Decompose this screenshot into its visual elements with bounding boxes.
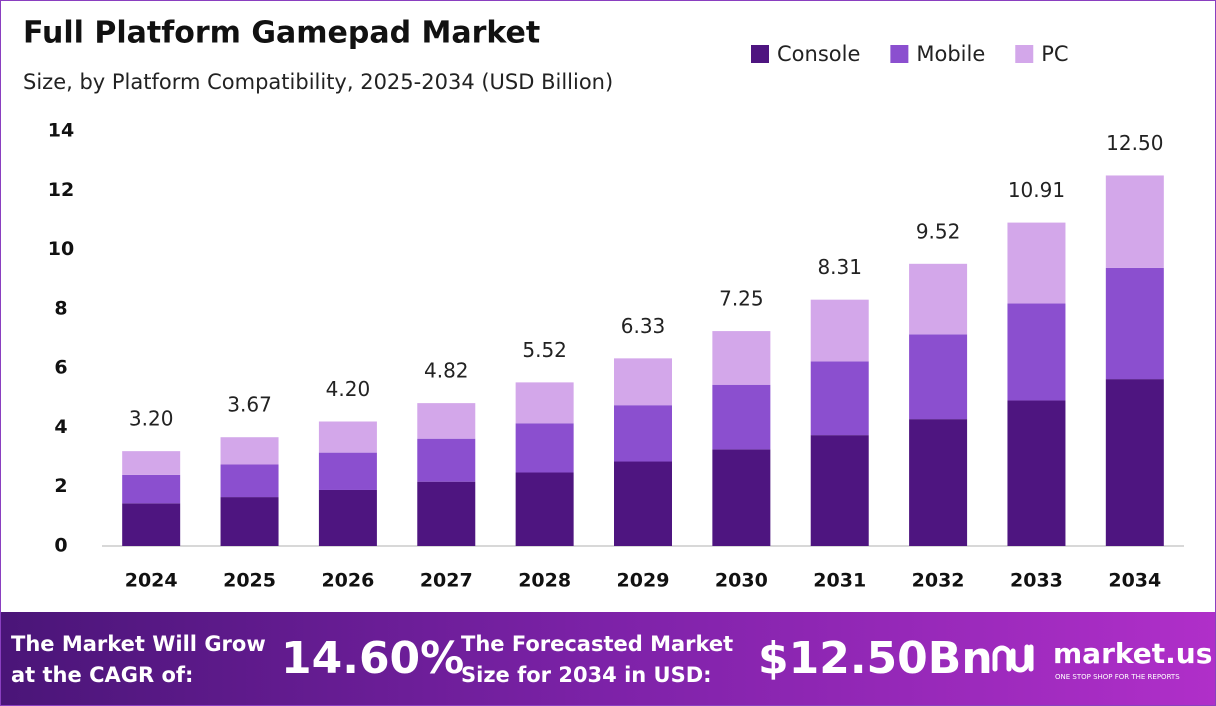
bar-segment (318, 452, 377, 490)
bar-segment (712, 449, 771, 546)
y-tick-label: 10 (48, 238, 74, 260)
y-tick-label: 8 (54, 297, 67, 319)
bar-segment (614, 461, 672, 546)
x-tick-label: 2033 (1010, 570, 1063, 592)
bar-segment (417, 481, 476, 546)
bar-segment (810, 435, 869, 546)
footer-text: Size for 2034 in USD: (461, 663, 712, 687)
bar-segment (220, 497, 279, 546)
total-label: 12.50 (1106, 131, 1163, 155)
legend-swatch (1015, 45, 1034, 63)
bar-segment (909, 334, 968, 420)
legend-label: Console (777, 42, 860, 66)
footer: The Market Will Grow at the CAGR of: The F… (11, 632, 1212, 687)
bar-segment (122, 451, 181, 475)
total-label: 8.31 (817, 255, 862, 279)
chart-title: Full Platform Gamepad Market (23, 16, 540, 51)
total-label: 4.20 (326, 377, 371, 401)
y-tick-label: 14 (48, 120, 74, 142)
y-tick-label: 2 (54, 475, 67, 497)
x-tick-label: 2029 (617, 570, 670, 592)
bar-segment (1007, 222, 1066, 304)
bar-segment (614, 358, 672, 406)
total-label: 6.33 (621, 314, 666, 338)
bar-segment (417, 438, 476, 482)
y-tick-label: 6 (54, 357, 67, 379)
total-label: 3.20 (129, 407, 174, 431)
x-tick-label: 2032 (912, 570, 965, 592)
footer-text: at the CAGR of: (11, 663, 193, 687)
bar-segment (909, 263, 968, 335)
cagr-value: 14.60% (281, 633, 464, 684)
bar-segment (515, 382, 574, 424)
total-label: 9.52 (916, 219, 961, 243)
bar-segment (1007, 303, 1066, 401)
brand-icon (992, 644, 1034, 673)
bar-segment (810, 299, 869, 362)
bar-segment (318, 421, 377, 453)
bar-segment (1105, 379, 1164, 546)
total-label: 3.67 (227, 393, 272, 417)
x-tick-label: 2025 (223, 570, 276, 592)
x-tick-label: 2028 (518, 570, 571, 592)
chart-subtitle: Size, by Platform Compatibility, 2025-20… (23, 70, 613, 94)
y-tick-label: 12 (48, 179, 74, 201)
x-tick-label: 2027 (420, 570, 473, 592)
bar-segment (515, 423, 574, 473)
x-tick-label: 2034 (1108, 570, 1161, 592)
bar-segment (318, 489, 377, 546)
x-tick-label: 2030 (715, 570, 768, 592)
y-tick-label: 4 (54, 416, 67, 438)
legend-swatch (890, 45, 909, 63)
total-label: 10.91 (1008, 178, 1065, 202)
bar-segment (909, 419, 968, 546)
total-label: 4.82 (424, 359, 469, 383)
bar-segment (1007, 400, 1066, 546)
x-tick-label: 2026 (321, 570, 374, 592)
bar-segment (515, 472, 574, 546)
bar-segment (417, 403, 476, 439)
x-tick-label: 2031 (813, 570, 866, 592)
bar-segment (122, 503, 181, 546)
brand-tagline: ONE STOP SHOP FOR THE REPORTS (1055, 673, 1180, 681)
bar-segment (614, 405, 672, 462)
legend-label: PC (1041, 42, 1068, 66)
bar-segment (1105, 267, 1164, 380)
forecast-value: $12.50Bn (758, 633, 993, 684)
legend: Console Mobile PC (751, 42, 1069, 66)
bar-segment (220, 464, 279, 498)
brand-name: market.us (1053, 637, 1212, 670)
footer-text: The Market Will Grow (11, 632, 266, 656)
x-tick-label: 2024 (125, 570, 178, 592)
bar-segment (712, 331, 771, 385)
total-label: 7.25 (719, 287, 764, 311)
total-label: 5.52 (522, 338, 567, 362)
legend-label: Mobile (916, 42, 985, 66)
legend-swatch (751, 45, 769, 63)
bar-segment (712, 384, 771, 450)
bar-segment (810, 361, 869, 436)
y-tick-label: 0 (54, 535, 67, 557)
footer-text: The Forecasted Market (461, 632, 733, 656)
bar-segment (1105, 175, 1164, 268)
bar-segment (122, 474, 181, 504)
bar-segment (220, 437, 279, 465)
